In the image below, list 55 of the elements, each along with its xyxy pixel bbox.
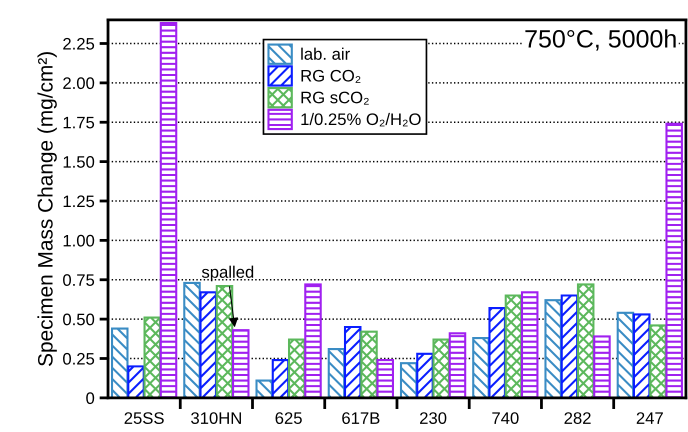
bar bbox=[593, 335, 611, 398]
x-tick-label: 617B bbox=[342, 412, 380, 424]
y-tick-label: 0.50 bbox=[63, 314, 94, 326]
bar bbox=[183, 282, 201, 398]
bar bbox=[576, 283, 594, 398]
y-tick-label: 0.75 bbox=[63, 274, 94, 286]
bar bbox=[416, 352, 434, 398]
bar bbox=[432, 338, 450, 398]
bar bbox=[160, 22, 178, 398]
legend-label: 1/0.25% O₂/H₂O bbox=[301, 112, 421, 126]
y-tick-label: 2.25 bbox=[63, 38, 94, 50]
y-tick-label: 1.00 bbox=[64, 234, 94, 247]
bar bbox=[448, 332, 466, 398]
bar bbox=[304, 283, 322, 398]
bar bbox=[488, 307, 506, 398]
x-tick-label: 625 bbox=[276, 412, 302, 424]
bar bbox=[199, 291, 218, 398]
y-tick-label: 1.25 bbox=[64, 195, 94, 208]
x-tick-label: 740 bbox=[492, 412, 519, 424]
bar bbox=[472, 336, 490, 398]
bar bbox=[272, 359, 290, 398]
annotation: 750°C, 5000h bbox=[525, 29, 676, 51]
bar bbox=[110, 328, 129, 398]
x-tick-label: 25SS bbox=[124, 412, 164, 424]
bar bbox=[360, 330, 378, 398]
y-tick-label: 1.75 bbox=[64, 116, 94, 128]
legend-label: RG CO₂ bbox=[302, 70, 360, 83]
x-tick-label: 310HN bbox=[191, 412, 241, 424]
annotation: spalled bbox=[202, 266, 254, 282]
x-tick-label: 282 bbox=[564, 412, 591, 424]
bar bbox=[632, 313, 650, 398]
bar bbox=[232, 329, 250, 398]
bar bbox=[216, 285, 234, 398]
x-tick-label: 247 bbox=[636, 412, 663, 424]
bar bbox=[560, 294, 578, 398]
y-tick-label: 0 bbox=[86, 392, 94, 404]
bar bbox=[344, 326, 362, 398]
bar bbox=[520, 291, 538, 398]
y-axis-title: Specimen Mass Change (mg/cm²) bbox=[37, 52, 57, 366]
bar bbox=[504, 294, 522, 398]
bar bbox=[127, 365, 145, 398]
bar bbox=[288, 338, 306, 398]
bar bbox=[544, 299, 562, 398]
bar bbox=[376, 359, 394, 398]
y-tick-label: 2.00 bbox=[63, 77, 94, 90]
x-tick-label: 230 bbox=[420, 412, 446, 424]
bar bbox=[649, 324, 667, 398]
y-tick-label: 0.25 bbox=[63, 352, 94, 365]
legend-label: RG sCO₂ bbox=[302, 92, 369, 105]
bar bbox=[143, 316, 162, 398]
y-tick-label: 1.50 bbox=[64, 156, 94, 168]
bar bbox=[328, 348, 346, 398]
legend-label: lab. air bbox=[301, 48, 350, 60]
bar bbox=[665, 122, 683, 398]
bar bbox=[616, 312, 634, 398]
